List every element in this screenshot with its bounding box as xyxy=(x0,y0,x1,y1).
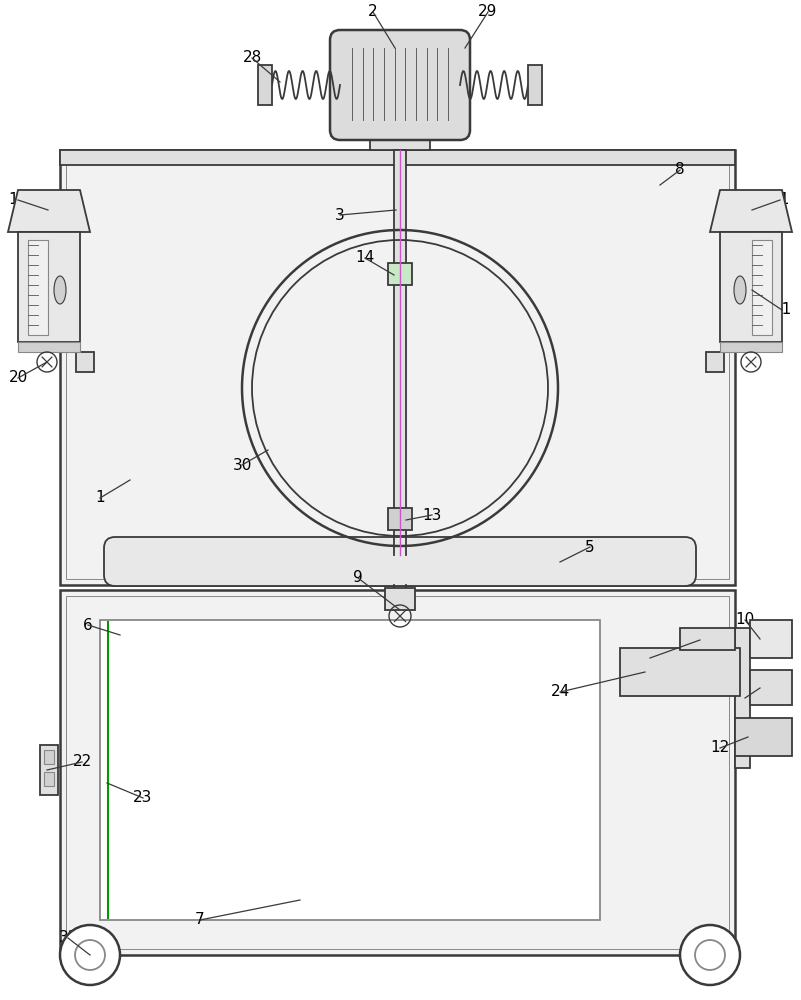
Text: 20: 20 xyxy=(8,370,27,385)
FancyBboxPatch shape xyxy=(60,590,735,955)
FancyBboxPatch shape xyxy=(735,628,750,768)
Text: 32: 32 xyxy=(58,930,78,946)
Text: 19: 19 xyxy=(8,192,28,208)
Text: 8: 8 xyxy=(675,162,685,178)
FancyBboxPatch shape xyxy=(752,240,772,335)
FancyBboxPatch shape xyxy=(44,772,54,786)
Text: 30: 30 xyxy=(232,458,252,473)
Polygon shape xyxy=(710,190,792,232)
Text: 1: 1 xyxy=(95,490,105,506)
FancyBboxPatch shape xyxy=(720,232,782,342)
FancyBboxPatch shape xyxy=(750,670,792,705)
FancyBboxPatch shape xyxy=(330,30,470,140)
Text: 10: 10 xyxy=(735,612,755,628)
Text: 21: 21 xyxy=(772,302,791,318)
FancyBboxPatch shape xyxy=(76,352,94,372)
Text: 5: 5 xyxy=(586,540,595,554)
FancyBboxPatch shape xyxy=(385,588,415,610)
FancyBboxPatch shape xyxy=(18,232,80,342)
Text: 28: 28 xyxy=(243,50,262,66)
Polygon shape xyxy=(8,190,90,232)
Text: 11: 11 xyxy=(735,690,755,706)
Ellipse shape xyxy=(734,276,746,304)
FancyBboxPatch shape xyxy=(370,100,430,150)
Text: 2: 2 xyxy=(368,4,378,19)
Text: 12: 12 xyxy=(710,740,730,756)
Text: 24: 24 xyxy=(550,684,570,700)
Text: 13: 13 xyxy=(422,508,441,522)
FancyBboxPatch shape xyxy=(60,150,735,585)
FancyBboxPatch shape xyxy=(40,745,58,795)
FancyBboxPatch shape xyxy=(388,508,412,530)
Circle shape xyxy=(60,925,120,985)
FancyBboxPatch shape xyxy=(720,342,782,352)
Text: 22: 22 xyxy=(72,754,91,770)
Text: 29: 29 xyxy=(478,4,497,19)
FancyBboxPatch shape xyxy=(28,240,48,335)
Circle shape xyxy=(680,925,740,985)
FancyBboxPatch shape xyxy=(735,718,792,756)
FancyBboxPatch shape xyxy=(104,537,696,586)
Text: 31: 31 xyxy=(771,192,790,208)
FancyBboxPatch shape xyxy=(18,342,80,352)
Ellipse shape xyxy=(54,276,66,304)
FancyBboxPatch shape xyxy=(394,150,406,265)
FancyBboxPatch shape xyxy=(44,750,54,764)
Text: 25: 25 xyxy=(640,650,660,666)
Text: 3: 3 xyxy=(335,208,345,223)
FancyBboxPatch shape xyxy=(258,65,272,105)
FancyBboxPatch shape xyxy=(388,263,412,285)
Text: 14: 14 xyxy=(356,250,375,265)
Text: 23: 23 xyxy=(133,790,153,806)
FancyBboxPatch shape xyxy=(100,620,600,920)
FancyBboxPatch shape xyxy=(750,620,792,658)
FancyBboxPatch shape xyxy=(706,352,724,372)
FancyBboxPatch shape xyxy=(60,150,735,165)
FancyBboxPatch shape xyxy=(528,65,542,105)
FancyBboxPatch shape xyxy=(680,628,735,650)
Text: 6: 6 xyxy=(83,617,93,633)
FancyBboxPatch shape xyxy=(620,648,740,696)
Text: 9: 9 xyxy=(353,570,363,585)
Text: 7: 7 xyxy=(195,912,205,928)
